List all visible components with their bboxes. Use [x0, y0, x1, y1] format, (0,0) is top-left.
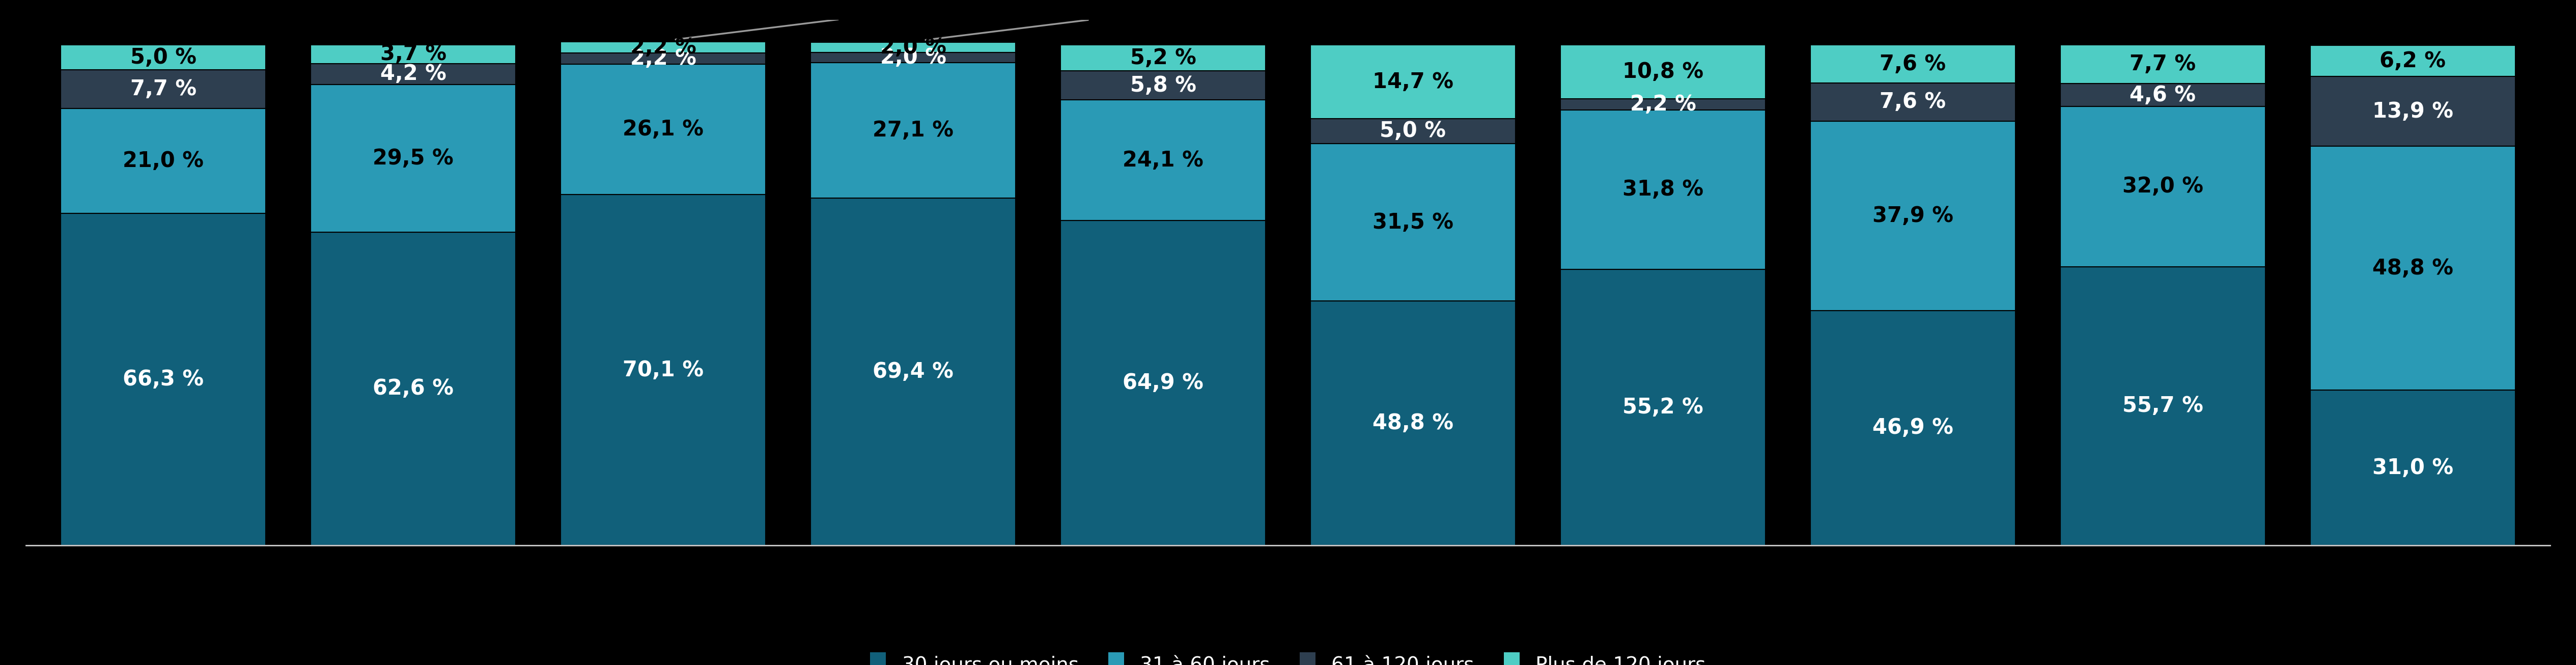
Text: 14,7 %: 14,7 % [1373, 71, 1453, 92]
Bar [1811, 121, 2014, 311]
Bar [2311, 390, 2514, 545]
Text: 2,2 %: 2,2 % [1631, 94, 1695, 115]
Bar [1811, 45, 2014, 83]
Text: 4,2 %: 4,2 % [381, 63, 446, 84]
Legend: 30 jours ou moins, 31 à 60 jours, 61 à 120 jours, Plus de 120 jours: 30 jours ou moins, 31 à 60 jours, 61 à 1… [866, 646, 1710, 665]
Bar [562, 42, 765, 53]
Bar [811, 198, 1015, 545]
Text: 6,2 %: 6,2 % [2380, 51, 2445, 72]
Text: 66,3 %: 66,3 % [124, 369, 204, 390]
Bar [1561, 110, 1765, 269]
Bar [1311, 118, 1515, 144]
Bar [2061, 84, 2264, 106]
Text: 37,9 %: 37,9 % [1873, 205, 1953, 227]
Text: 32,0 %: 32,0 % [2123, 176, 2202, 198]
Bar [312, 63, 515, 84]
Text: 5,8 %: 5,8 % [1131, 74, 1195, 96]
Bar [1811, 311, 2014, 545]
Bar [312, 84, 515, 232]
Bar [1311, 144, 1515, 301]
Bar [2061, 45, 2264, 84]
Bar [2061, 267, 2264, 545]
Bar [2311, 146, 2514, 390]
Text: 55,7 %: 55,7 % [2123, 395, 2202, 417]
Text: 7,6 %: 7,6 % [1880, 91, 1945, 112]
Text: 31,8 %: 31,8 % [1623, 179, 1703, 200]
Text: 46,9 %: 46,9 % [1873, 417, 1953, 439]
Bar [811, 53, 1015, 63]
Text: 2,2 %: 2,2 % [631, 48, 696, 69]
Text: 7,7 %: 7,7 % [2130, 54, 2195, 75]
Text: 69,4 %: 69,4 % [873, 361, 953, 382]
Bar [1811, 83, 2014, 121]
Text: 7,7 %: 7,7 % [131, 78, 196, 100]
Bar [562, 53, 765, 64]
Text: 26,1 %: 26,1 % [623, 118, 703, 140]
Text: 2,0 %: 2,0 % [881, 37, 945, 58]
Text: 31,0 %: 31,0 % [2372, 457, 2452, 478]
Bar [1061, 100, 1265, 221]
Bar [312, 232, 515, 545]
Bar [562, 64, 765, 195]
Text: 3,7 %: 3,7 % [381, 43, 446, 65]
Text: 13,9 %: 13,9 % [2372, 100, 2452, 122]
Text: 48,8 %: 48,8 % [2372, 257, 2452, 279]
Text: 24,1 %: 24,1 % [1123, 150, 1203, 171]
Text: 64,9 %: 64,9 % [1123, 372, 1203, 394]
Bar [811, 63, 1015, 198]
Bar [562, 195, 765, 545]
Text: 2,0 %: 2,0 % [881, 47, 945, 68]
Bar [2311, 76, 2514, 146]
Bar [62, 70, 265, 108]
Text: 4,6 %: 4,6 % [2130, 84, 2195, 106]
Text: 2,2 %: 2,2 % [631, 37, 696, 58]
Text: 10,8 %: 10,8 % [1623, 61, 1703, 82]
Bar [1061, 45, 1265, 71]
Bar [1561, 99, 1765, 110]
Text: 5,0 %: 5,0 % [1381, 120, 1445, 142]
Text: 5,2 %: 5,2 % [1131, 47, 1195, 68]
Text: 48,8 %: 48,8 % [1373, 412, 1453, 434]
Bar [1061, 221, 1265, 545]
Text: 7,6 %: 7,6 % [1880, 53, 1945, 74]
Bar [2311, 45, 2514, 76]
Bar [62, 213, 265, 545]
Bar [2061, 106, 2264, 267]
Text: 62,6 %: 62,6 % [374, 378, 453, 400]
Bar [62, 45, 265, 70]
Bar [1061, 71, 1265, 100]
Bar [1561, 45, 1765, 99]
Bar [312, 45, 515, 63]
Bar [1311, 301, 1515, 545]
Bar [1561, 269, 1765, 545]
Bar [1311, 45, 1515, 118]
Text: 31,5 %: 31,5 % [1373, 211, 1453, 233]
Text: 21,0 %: 21,0 % [124, 150, 204, 172]
Text: 5,0 %: 5,0 % [131, 47, 196, 68]
Text: 55,2 %: 55,2 % [1623, 396, 1703, 418]
Text: 29,5 %: 29,5 % [374, 148, 453, 169]
Text: 27,1 %: 27,1 % [873, 120, 953, 141]
Text: 70,1 %: 70,1 % [623, 359, 703, 380]
Bar [811, 43, 1015, 53]
Bar [62, 108, 265, 213]
